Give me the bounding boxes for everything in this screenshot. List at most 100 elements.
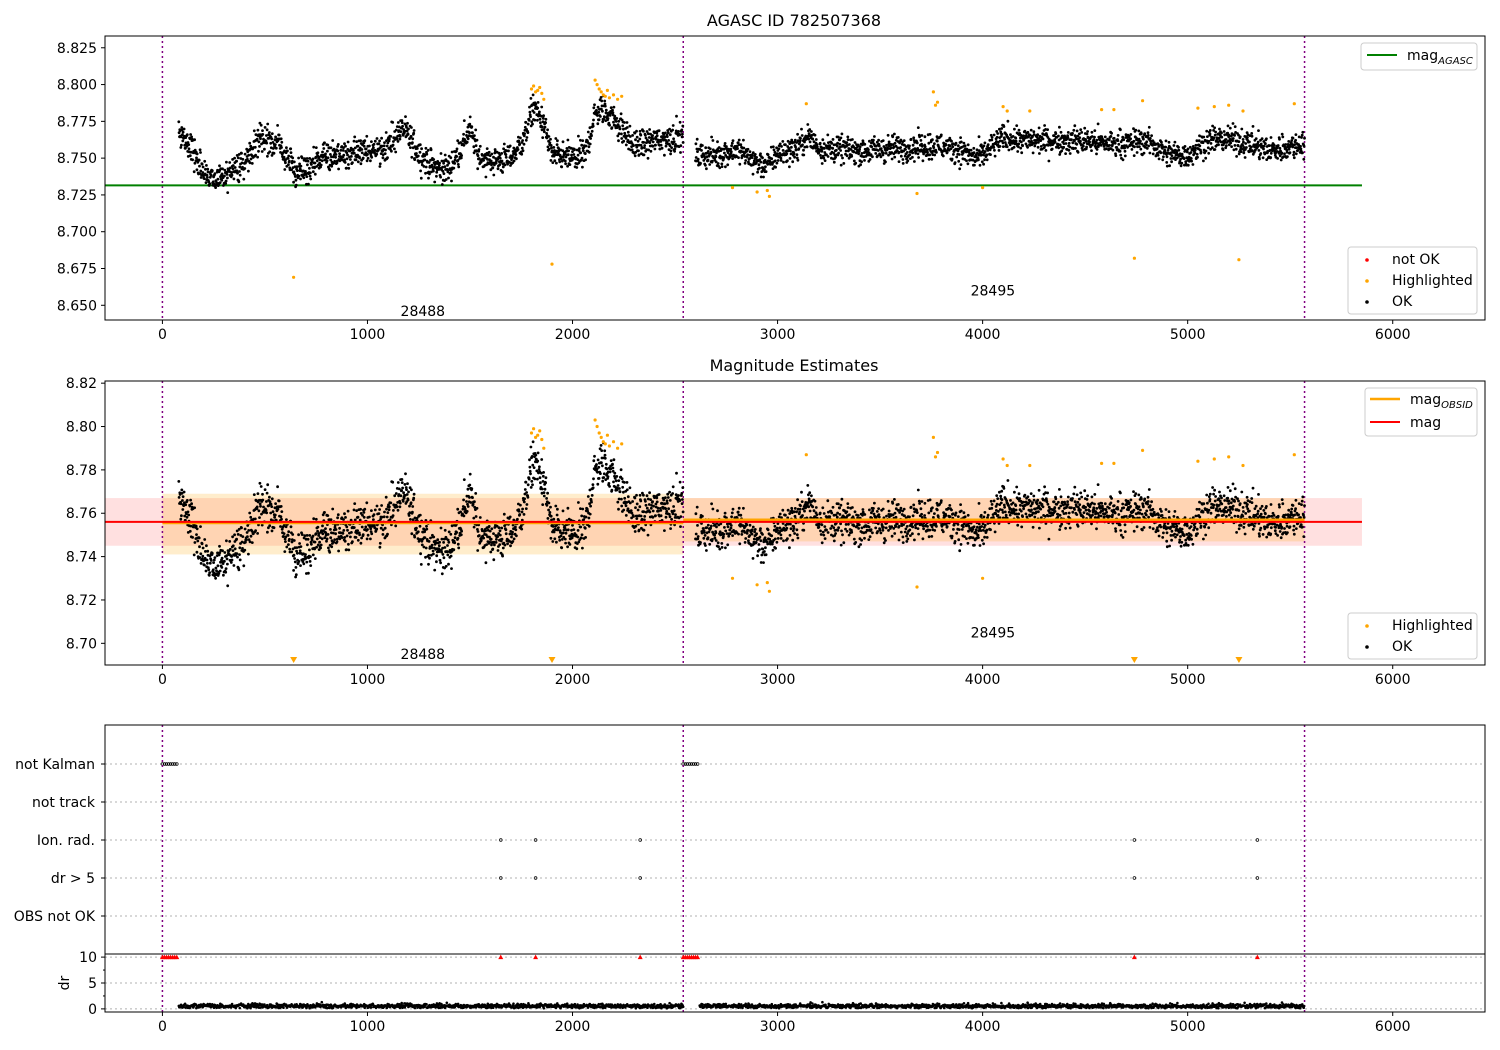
ok-point <box>477 534 481 537</box>
ok-point <box>1178 160 1182 163</box>
ok-point <box>444 178 448 181</box>
ok-point <box>466 125 470 129</box>
ok-point <box>274 146 278 150</box>
ok-point <box>795 156 799 160</box>
ok-point <box>764 170 768 174</box>
ok-point <box>620 137 624 140</box>
ok-point <box>1225 144 1228 148</box>
ok-point <box>388 137 391 141</box>
ok-point <box>1235 155 1238 158</box>
ok-point <box>1039 139 1043 143</box>
ok-point <box>568 543 572 546</box>
ok-point <box>340 536 344 539</box>
ok-point <box>552 517 556 521</box>
ok-point <box>531 440 535 444</box>
ok-point <box>191 158 195 162</box>
ok-point <box>321 513 325 517</box>
ok-point <box>292 539 296 542</box>
ok-point <box>1227 133 1231 137</box>
ok-point <box>462 478 466 481</box>
ok-point <box>540 458 544 461</box>
ok-point <box>580 143 584 147</box>
ok-point <box>429 536 432 540</box>
ok-point <box>270 529 274 533</box>
ok-point <box>312 145 316 149</box>
ok-point <box>334 528 338 531</box>
ok-point <box>204 167 207 171</box>
ok-point <box>343 158 347 162</box>
ok-point <box>248 540 252 544</box>
ok-point <box>245 531 249 534</box>
ok-point <box>624 504 628 508</box>
ok-point <box>624 143 628 147</box>
ok-point <box>515 534 518 538</box>
ok-point <box>318 161 321 165</box>
ok-point <box>576 153 580 157</box>
ok-point <box>600 461 603 465</box>
ok-point <box>1162 155 1165 159</box>
ok-point <box>208 561 212 565</box>
ok-point <box>308 560 312 563</box>
ok-point <box>742 138 745 142</box>
ok-point <box>203 159 207 163</box>
ok-point <box>485 163 488 167</box>
ok-point <box>294 178 298 182</box>
ok-point <box>670 146 673 150</box>
ok-point <box>985 158 989 162</box>
ok-point <box>723 151 726 155</box>
ok-point <box>939 133 943 137</box>
ok-point <box>542 114 545 118</box>
ok-point <box>474 128 478 132</box>
ok-point <box>1296 149 1300 152</box>
ok-point <box>261 133 265 136</box>
ok-point <box>1250 132 1254 135</box>
ok-point <box>781 149 785 152</box>
ok-point <box>837 151 840 155</box>
ok-point <box>237 153 241 156</box>
ok-point <box>300 156 304 160</box>
ok-point <box>1046 143 1050 147</box>
ok-point <box>885 143 888 147</box>
ok-point <box>561 531 565 535</box>
ok-point <box>1159 151 1163 155</box>
ok-point <box>897 150 901 154</box>
ok-point <box>255 137 259 141</box>
highlighted-point <box>935 100 940 104</box>
ok-point <box>237 527 241 531</box>
ok-point <box>412 496 416 500</box>
ok-point <box>283 168 287 171</box>
ok-point <box>249 534 253 538</box>
ok-point <box>439 175 442 179</box>
ok-point <box>1143 132 1147 136</box>
ok-point <box>380 136 383 140</box>
ok-point <box>413 535 417 539</box>
ok-point <box>528 458 531 462</box>
ok-point <box>1260 137 1264 141</box>
ok-point <box>1165 161 1169 164</box>
ok-point <box>1170 160 1173 164</box>
ok-point <box>510 532 514 536</box>
ok-point <box>223 551 227 554</box>
ok-point <box>659 509 663 512</box>
ok-point <box>504 155 508 159</box>
ok-point <box>602 476 606 479</box>
ok-point <box>918 135 921 139</box>
ok-point <box>536 477 539 481</box>
ok-point <box>538 110 541 114</box>
ok-point <box>812 140 816 144</box>
ok-point <box>406 482 409 485</box>
ok-point <box>465 140 469 144</box>
ok-point <box>337 167 340 171</box>
ok-point <box>336 145 339 148</box>
ok-point <box>579 151 583 155</box>
ok-point <box>230 555 234 558</box>
ok-point <box>611 469 615 473</box>
ok-point <box>438 558 442 562</box>
ok-point <box>576 529 580 532</box>
ok-point <box>427 562 430 566</box>
ok-point <box>356 160 360 164</box>
ok-point <box>1014 139 1018 143</box>
ok-point <box>279 151 282 154</box>
ok-point <box>793 138 797 142</box>
ok-point <box>1116 134 1120 137</box>
